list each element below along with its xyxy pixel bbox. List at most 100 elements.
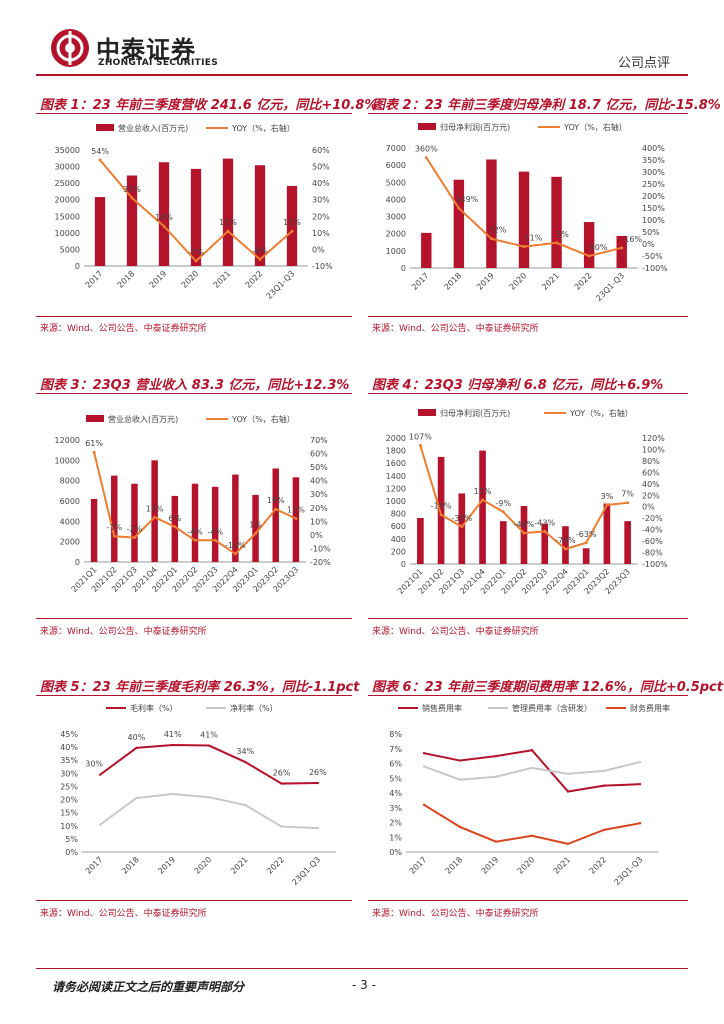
bar [171,495,179,562]
y-right-tick-label: 30% [310,490,328,499]
series-point [458,778,462,781]
y-right-tick-label: 120% [642,434,665,443]
y-left-tick-label: 10000 [55,229,80,238]
series-point [98,773,102,776]
x-tick-label: 2018 [444,855,465,876]
y-tick-label: 35% [60,756,78,765]
bar [232,474,239,562]
x-tick-label: 2021 [552,855,573,876]
x-tick-label: 2018 [120,855,141,876]
y-tick-label: 40% [60,743,78,752]
x-tick-label: 23Q1-Q3 [264,269,296,301]
y-tick-label: 2% [389,819,402,828]
figure-3-bottom-rule [36,618,352,619]
series-point [135,746,138,750]
bar [582,548,590,564]
y-left-tick-label: 1000 [386,247,406,256]
figure-3-title: 图表 3：23Q3 营业收入 83.3 亿元，同比+12.3% [40,378,350,393]
figure-2-title-rule [368,113,688,114]
yoy-data-label: -50% [587,243,608,252]
x-tick-label: 2018 [443,271,464,292]
bar [151,460,158,562]
figure-6-chart: 销售费用率 管理费用率（含研发） 财务费用率 0% 1% 2% 3% 4% 5% 6% 7% 8% 20… [389,703,670,887]
legend-swatch-bar [86,415,104,422]
yoy-point [193,538,197,542]
legend-label: 管理费用率（含研发） [512,703,592,713]
series-point [638,822,642,825]
y-left-tick-label: 5000 [386,178,406,187]
y-right-tick-label: 60% [642,468,660,477]
y-tick-label: 0% [389,848,402,857]
y-left-tick-label: 0 [401,560,406,569]
yoy-point [290,229,294,233]
disclaimer-note: 请务必阅读正文之后的重要声明部分 [52,980,245,994]
figure-6-source: 来源：Wind、公司公告、中泰证券研究所 [372,909,539,919]
bar [191,483,199,562]
y-left-tick-label: 6000 [386,161,406,170]
yoy-data-label: 12% [474,487,492,496]
y-right-tick-label: 30% [312,196,330,205]
y-right-tick-label: -10% [310,544,331,553]
yoy-data-label: -16% [621,235,642,244]
bar [458,493,466,564]
y-left-tick-label: 1200 [386,484,406,493]
series-point [530,766,534,770]
legend-swatch-bar [96,124,114,131]
series-line [423,803,641,845]
y-tick-label: 6% [389,760,402,769]
yoy-point [162,224,166,228]
series-point [566,842,570,846]
series-data-label: 34% [236,747,254,756]
x-tick-label: 23Q1-Q3 [594,271,626,303]
yoy-point [439,513,443,517]
y-right-tick-label: 20% [310,504,328,513]
figure-3-source: 来源：Wind、公司公告、中泰证券研究所 [40,627,207,637]
bar [111,475,118,562]
y-left-tick-label: 7000 [386,144,406,153]
yoy-data-label: 1% [249,521,262,530]
yoy-data-label: -1% [106,523,122,532]
yoy-data-label: -46% [514,520,535,529]
yoy-data-label: 22% [489,226,507,235]
y-right-tick-label: 80% [642,457,660,466]
yoy-point [522,531,526,535]
series-point [422,765,426,768]
y-tick-label: 25% [60,782,78,791]
yoy-data-label: -6% [252,246,268,255]
y-tick-label: 20% [60,796,78,805]
x-tick-label: 23Q1-Q3 [290,855,322,887]
y-right-tick-label: -80% [642,549,663,558]
yoy-point [132,536,136,540]
series-line [423,761,641,781]
y-right-tick-label: -10% [312,262,333,271]
yoy-point [226,229,230,233]
series-data-label: 26% [309,768,327,777]
series-data-label: 41% [200,731,218,740]
yoy-data-label: -2% [127,525,143,534]
y-right-tick-label: -40% [642,526,663,535]
y-right-tick-label: -100% [642,264,668,273]
yoy-point [563,547,567,551]
figure-2-title: 图表 2：23 年前三季度归母净利 18.7 亿元，同比-15.8% [372,98,721,113]
bar [603,503,611,564]
y-left-tick-label: 5000 [60,245,80,254]
series-point [566,772,570,776]
yoy-data-label: 54% [91,147,109,156]
figure-4-source: 来源：Wind、公司公告、中泰证券研究所 [372,627,539,637]
series-data-label: 30% [85,760,103,769]
x-tick-label: 2019 [480,855,501,876]
yoy-data-label: 360% [415,145,438,154]
y-tick-label: 15% [60,809,78,818]
yoy-point [543,529,547,533]
series-point [171,743,174,747]
yoy-point [194,259,198,263]
legend-label: 销售费用率 [422,703,462,713]
y-left-tick-label: 1600 [386,459,406,468]
y-left-tick-label: 30000 [55,163,80,172]
yoy-data-label: -9% [495,499,511,508]
bar [486,159,497,268]
yoy-point [98,158,102,162]
bar [583,222,595,268]
x-tick-label: 2020 [516,855,537,876]
y-left-tick-label: 1800 [386,447,406,456]
